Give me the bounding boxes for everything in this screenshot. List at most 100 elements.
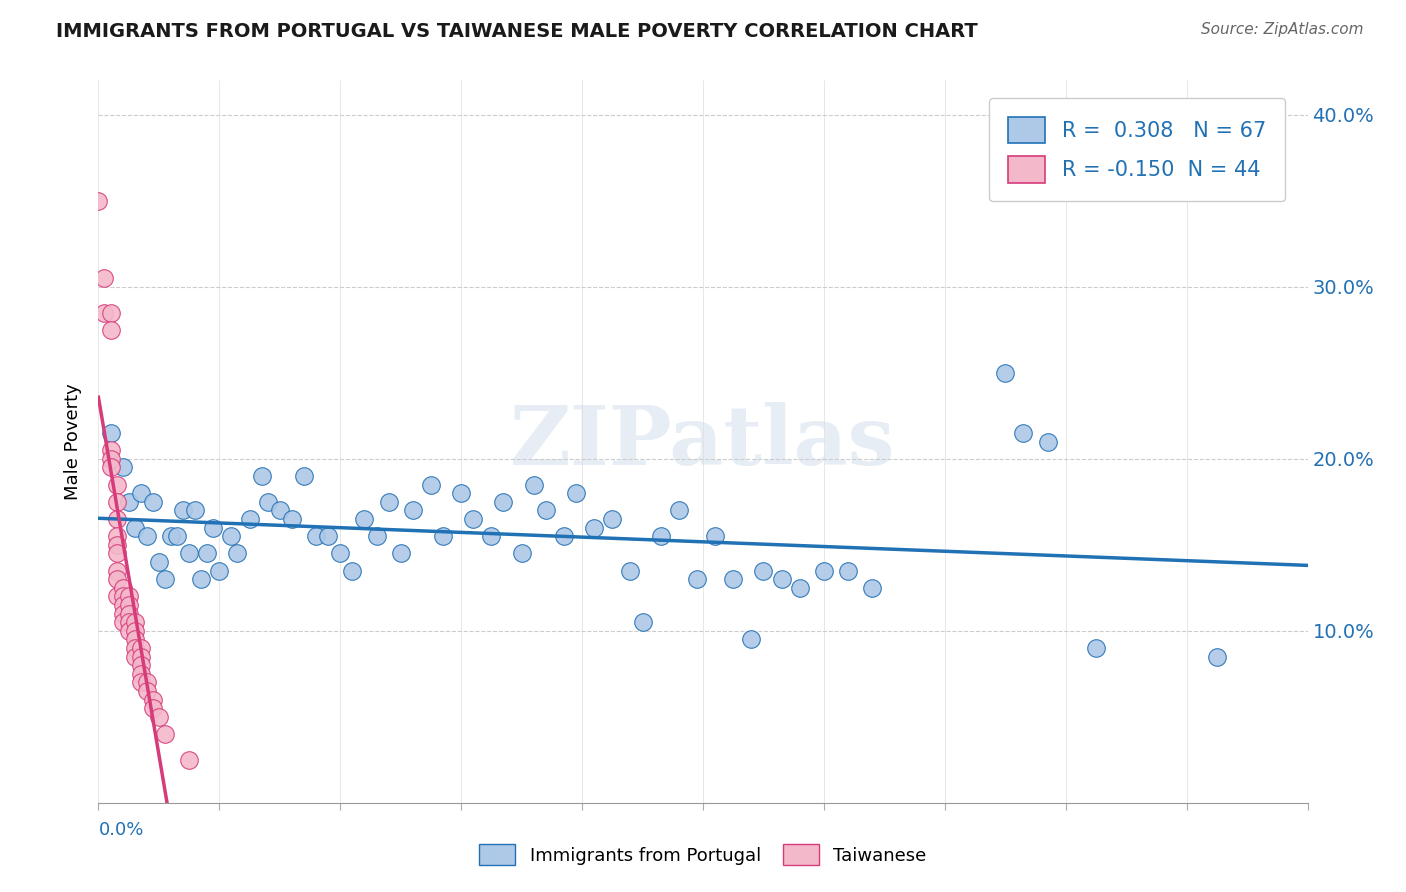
- Point: [129, 486, 152, 500]
- Legend: Immigrants from Portugal, Taiwanese: Immigrants from Portugal, Taiwanese: [471, 835, 935, 874]
- Point: [420, 477, 443, 491]
- Point: [619, 564, 641, 578]
- Point: [250, 469, 273, 483]
- Point: [100, 323, 122, 337]
- Point: [179, 753, 201, 767]
- Point: [492, 494, 515, 508]
- Point: [565, 486, 588, 500]
- Point: [389, 546, 412, 560]
- Point: [269, 503, 291, 517]
- Point: [1012, 425, 1035, 440]
- Point: [118, 607, 141, 621]
- Point: [93, 305, 115, 319]
- Point: [1036, 434, 1059, 449]
- Point: [994, 366, 1017, 380]
- Point: [1206, 649, 1229, 664]
- Point: [166, 529, 188, 543]
- Point: [195, 546, 218, 560]
- Point: [740, 632, 762, 647]
- Point: [329, 546, 352, 560]
- Point: [510, 546, 533, 560]
- Point: [105, 564, 128, 578]
- Point: [602, 512, 624, 526]
- Point: [118, 615, 141, 630]
- Point: [111, 581, 134, 595]
- Point: [142, 701, 165, 715]
- Point: [534, 503, 557, 517]
- Point: [124, 624, 146, 638]
- Point: [87, 194, 110, 208]
- Point: [860, 581, 883, 595]
- Point: [105, 546, 128, 560]
- Point: [342, 564, 364, 578]
- Point: [100, 425, 122, 440]
- Point: [118, 494, 141, 508]
- Point: [124, 640, 146, 655]
- Point: [124, 632, 146, 647]
- Point: [650, 529, 672, 543]
- Point: [1085, 640, 1108, 655]
- Point: [111, 607, 134, 621]
- Point: [160, 529, 183, 543]
- Point: [105, 538, 128, 552]
- Point: [316, 529, 339, 543]
- Point: [553, 529, 575, 543]
- Point: [202, 520, 225, 534]
- Text: Source: ZipAtlas.com: Source: ZipAtlas.com: [1201, 22, 1364, 37]
- Point: [118, 624, 141, 638]
- Point: [105, 477, 128, 491]
- Point: [353, 512, 375, 526]
- Point: [111, 590, 134, 604]
- Point: [668, 503, 690, 517]
- Point: [124, 649, 146, 664]
- Point: [172, 503, 194, 517]
- Point: [118, 598, 141, 612]
- Point: [124, 615, 146, 630]
- Point: [208, 564, 231, 578]
- Point: [93, 271, 115, 285]
- Point: [105, 529, 128, 543]
- Point: [256, 494, 278, 508]
- Point: [105, 512, 128, 526]
- Point: [190, 572, 212, 586]
- Point: [583, 520, 606, 534]
- Point: [837, 564, 859, 578]
- Point: [631, 615, 654, 630]
- Point: [813, 564, 835, 578]
- Point: [463, 512, 485, 526]
- Point: [366, 529, 388, 543]
- Point: [148, 555, 170, 569]
- Point: [723, 572, 745, 586]
- Point: [129, 649, 152, 664]
- Point: [226, 546, 249, 560]
- Text: IMMIGRANTS FROM PORTUGAL VS TAIWANESE MALE POVERTY CORRELATION CHART: IMMIGRANTS FROM PORTUGAL VS TAIWANESE MA…: [56, 22, 979, 41]
- Point: [111, 598, 134, 612]
- Text: 0.0%: 0.0%: [98, 821, 143, 838]
- Point: [305, 529, 328, 543]
- Point: [105, 494, 128, 508]
- Point: [111, 460, 134, 475]
- Point: [481, 529, 503, 543]
- Point: [100, 451, 122, 466]
- Point: [377, 494, 399, 508]
- Point: [124, 520, 146, 534]
- Point: [142, 692, 165, 706]
- Point: [752, 564, 775, 578]
- Point: [153, 572, 176, 586]
- Point: [135, 684, 157, 698]
- Point: [105, 590, 128, 604]
- Point: [153, 727, 176, 741]
- Point: [704, 529, 727, 543]
- Point: [111, 615, 134, 630]
- Legend: R =  0.308   N = 67, R = -0.150  N = 44: R = 0.308 N = 67, R = -0.150 N = 44: [990, 98, 1285, 202]
- Point: [402, 503, 425, 517]
- Point: [789, 581, 811, 595]
- Point: [292, 469, 315, 483]
- Point: [142, 494, 165, 508]
- Point: [100, 443, 122, 458]
- Point: [129, 666, 152, 681]
- Point: [770, 572, 793, 586]
- Point: [686, 572, 709, 586]
- Point: [100, 460, 122, 475]
- Point: [179, 546, 201, 560]
